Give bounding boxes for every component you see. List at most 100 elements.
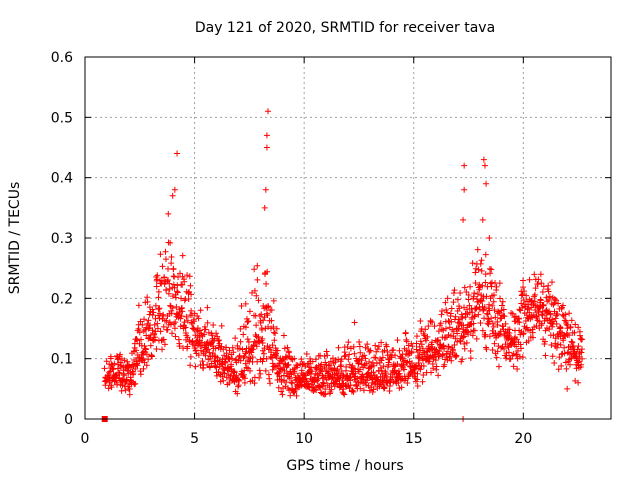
data-point xyxy=(156,305,163,312)
data-point xyxy=(121,357,128,364)
data-point xyxy=(460,216,467,223)
data-point xyxy=(540,301,547,308)
data-point xyxy=(502,320,509,327)
data-point xyxy=(284,362,291,369)
data-point xyxy=(174,288,181,295)
data-point xyxy=(394,360,401,367)
data-point xyxy=(204,304,211,311)
y-tick-label: 0.3 xyxy=(51,231,73,247)
data-point xyxy=(507,355,514,362)
data-point xyxy=(159,263,166,270)
data-point xyxy=(548,279,555,286)
data-point xyxy=(345,339,352,346)
data-point xyxy=(140,365,147,372)
data-point xyxy=(398,354,405,361)
data-point xyxy=(575,379,582,386)
data-point xyxy=(249,354,256,361)
data-point xyxy=(181,278,188,285)
data-point xyxy=(474,291,481,298)
data-point xyxy=(293,392,300,399)
data-point xyxy=(564,385,571,392)
data-point xyxy=(328,386,335,393)
data-point xyxy=(448,305,455,312)
data-point xyxy=(398,376,405,383)
data-point xyxy=(461,284,468,291)
data-point xyxy=(101,365,108,372)
data-point xyxy=(433,338,440,345)
data-point xyxy=(438,311,445,318)
data-point xyxy=(546,293,553,300)
data-point xyxy=(538,320,545,327)
data-point xyxy=(151,321,158,328)
data-point xyxy=(143,351,150,358)
data-point xyxy=(263,132,270,139)
data-point xyxy=(242,360,249,367)
data-point xyxy=(578,346,585,353)
data-point xyxy=(247,367,254,374)
data-point xyxy=(308,368,315,375)
data-point xyxy=(478,267,485,274)
data-point xyxy=(268,317,275,324)
data-point xyxy=(518,345,525,352)
data-point xyxy=(555,300,562,307)
data-point xyxy=(444,295,451,302)
data-point xyxy=(456,319,463,326)
data-point xyxy=(476,286,483,293)
chart-title: Day 121 of 2020, SRMTID for receiver tav… xyxy=(195,20,495,36)
data-point xyxy=(254,262,261,269)
data-point xyxy=(531,271,538,278)
data-point xyxy=(170,273,177,280)
data-point xyxy=(379,354,386,361)
data-point xyxy=(251,287,258,294)
data-point xyxy=(460,333,467,340)
data-point xyxy=(177,315,184,322)
data-point xyxy=(229,344,236,351)
data-point xyxy=(311,374,318,381)
data-point xyxy=(268,306,275,313)
data-point xyxy=(519,304,526,311)
data-point xyxy=(357,366,364,373)
data-point xyxy=(483,293,490,300)
data-point xyxy=(554,311,561,318)
data-point xyxy=(342,352,349,359)
data-point xyxy=(176,270,183,277)
data-point xyxy=(266,375,273,382)
data-point xyxy=(170,281,177,288)
data-point xyxy=(338,362,345,369)
data-point xyxy=(366,358,373,365)
data-point xyxy=(467,283,474,290)
data-point xyxy=(143,332,150,339)
data-point xyxy=(312,356,319,363)
data-point xyxy=(152,315,159,322)
data-point xyxy=(226,380,233,387)
data-point xyxy=(251,380,258,387)
data-point xyxy=(161,341,168,348)
data-point xyxy=(499,323,506,330)
data-point xyxy=(245,338,252,345)
data-point xyxy=(152,328,159,335)
data-point xyxy=(490,323,497,330)
data-point xyxy=(471,327,478,334)
data-point xyxy=(519,291,526,298)
data-point xyxy=(366,348,373,355)
data-point xyxy=(482,331,489,338)
data-point xyxy=(349,362,356,369)
data-point xyxy=(486,318,493,325)
data-point xyxy=(390,379,397,386)
data-point xyxy=(352,370,359,377)
data-point xyxy=(549,353,556,360)
data-point xyxy=(286,375,293,382)
data-point xyxy=(362,344,369,351)
data-point xyxy=(258,326,265,333)
data-point xyxy=(411,369,418,376)
data-point xyxy=(314,371,321,378)
data-point xyxy=(181,319,188,326)
x-tick-label: 10 xyxy=(295,431,313,447)
data-point xyxy=(264,268,271,275)
data-point xyxy=(280,332,287,339)
data-point xyxy=(385,361,392,368)
data-point xyxy=(537,297,544,304)
data-point xyxy=(146,311,153,318)
data-point xyxy=(535,309,542,316)
data-point xyxy=(214,354,221,361)
